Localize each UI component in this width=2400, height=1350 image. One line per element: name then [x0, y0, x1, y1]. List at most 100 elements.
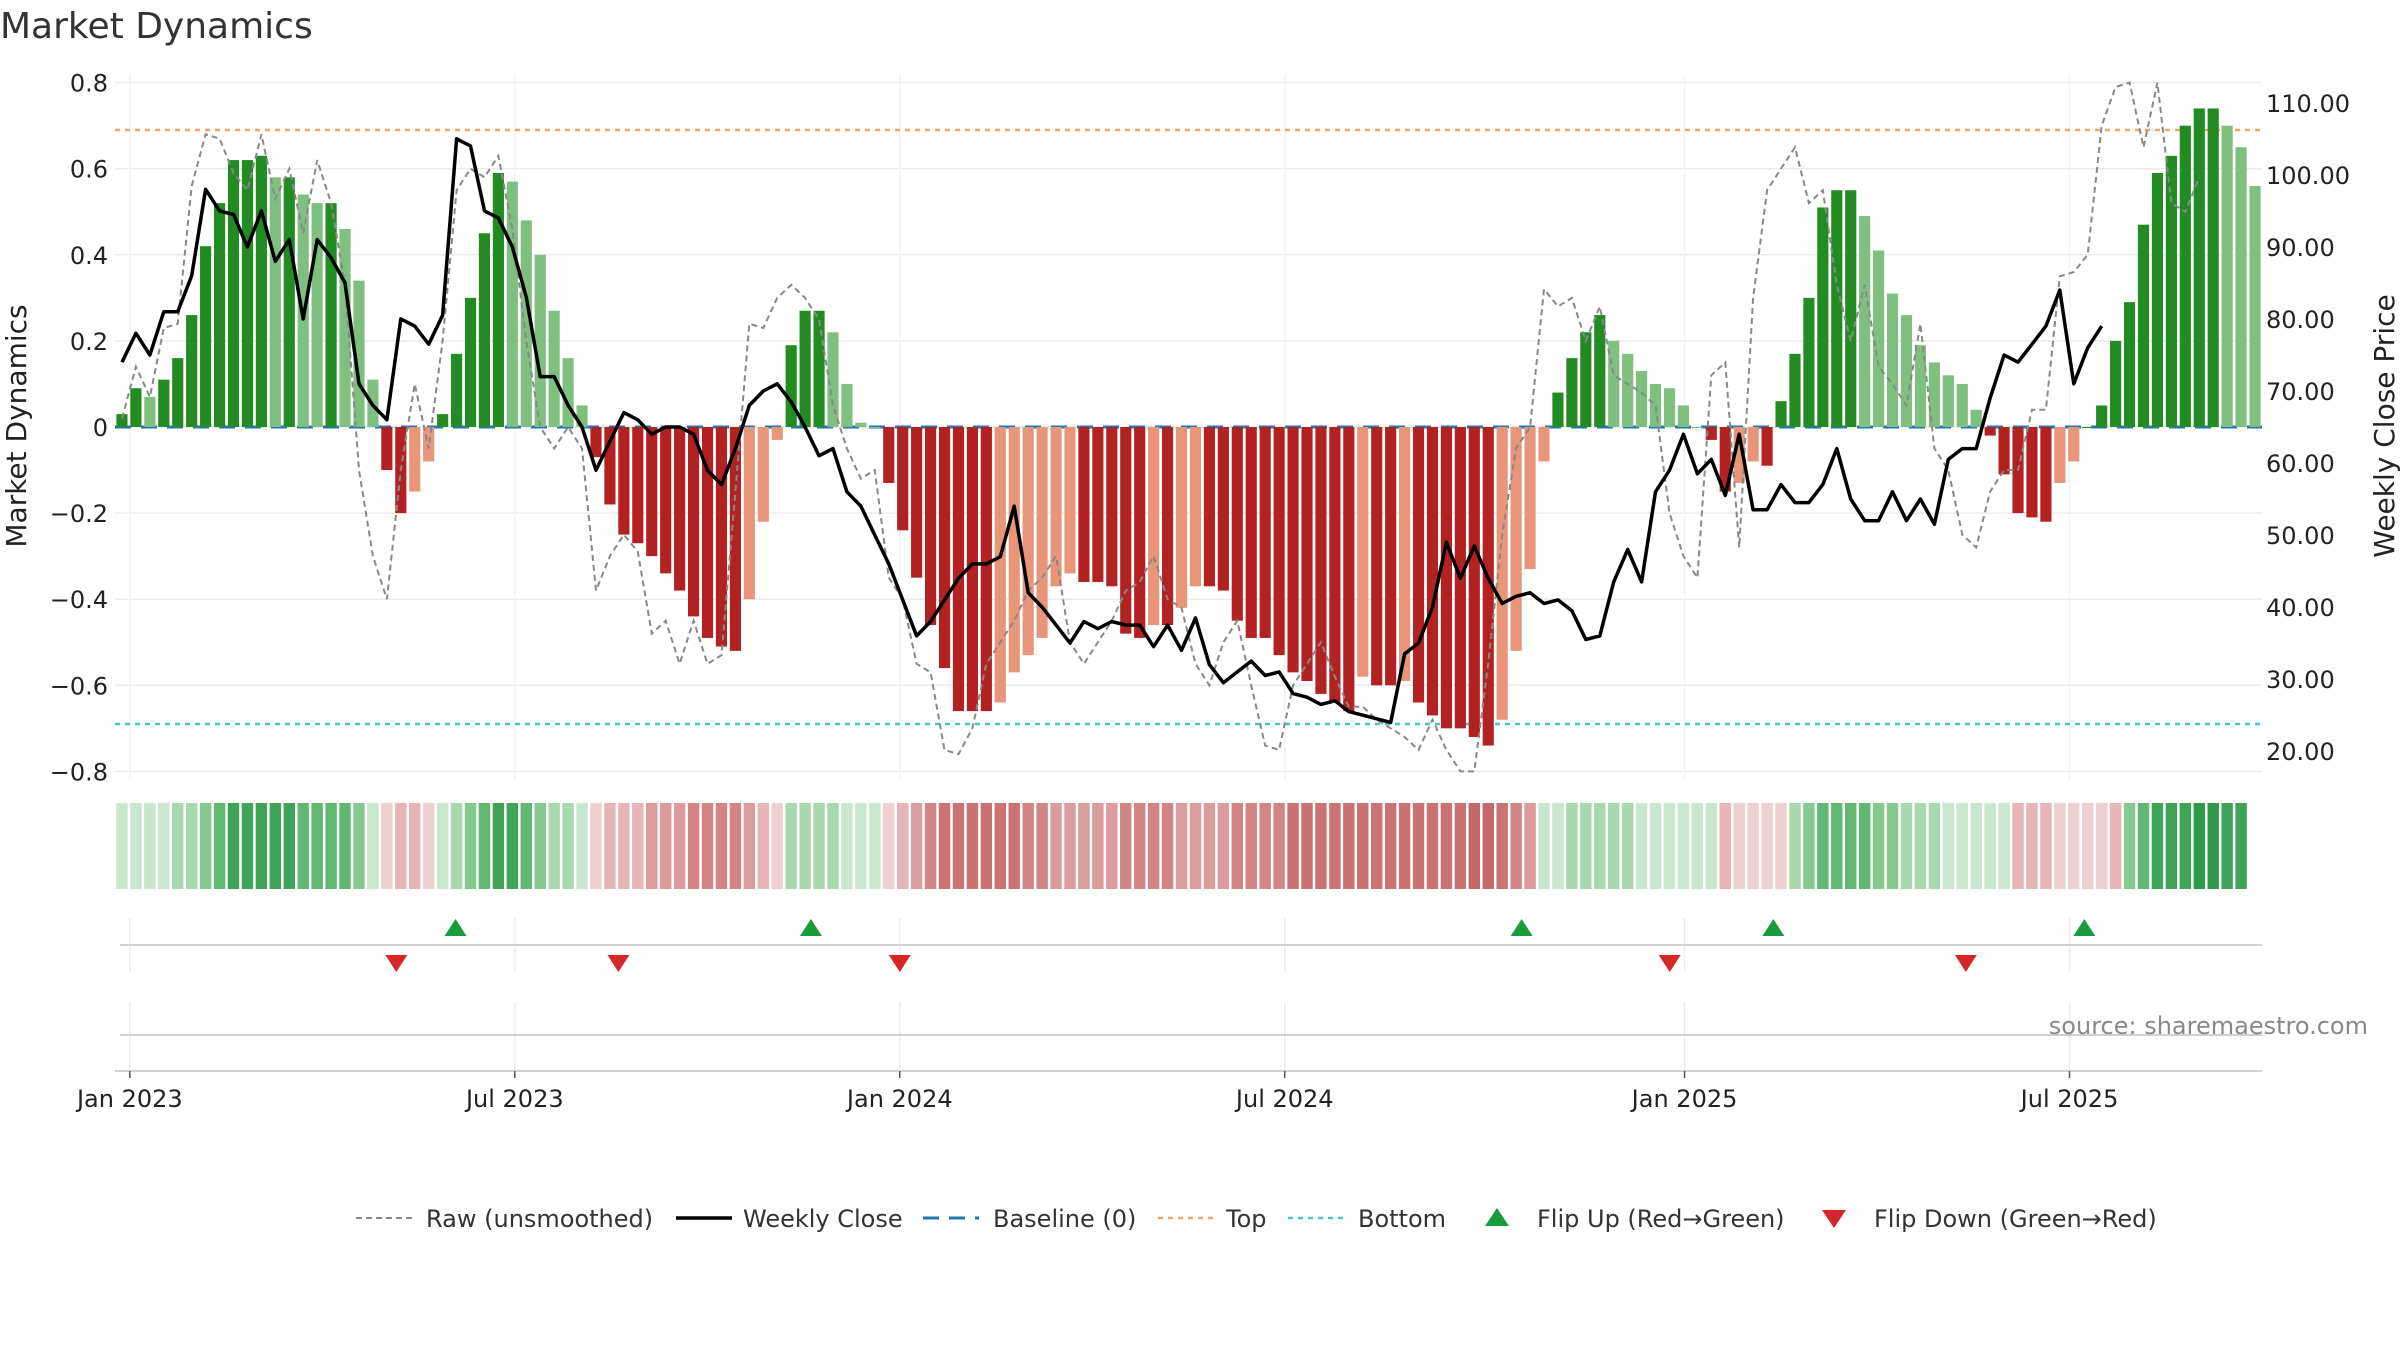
bar-110: [1649, 383, 1662, 427]
bar-86: [1315, 427, 1327, 694]
heat-cell-13: [297, 803, 309, 889]
heat-cell-5: [185, 803, 198, 889]
bar-52: [841, 383, 853, 427]
flip-down-marker-4: [1954, 955, 1977, 972]
heat-cell-77: [1189, 803, 1202, 889]
bar-120: [1789, 353, 1801, 427]
y2-axis-label: Weekly Close Price: [2368, 294, 2400, 557]
y2-tick-label-6: 50.00: [2266, 522, 2335, 550]
heat-cell-48: [785, 803, 797, 889]
heat-cell-12: [283, 803, 295, 889]
bar-100: [1510, 427, 1522, 651]
heat-cell-110: [1649, 803, 1662, 889]
legend: Raw (unsmoothed) Weekly Close Baseline (0)…: [356, 1205, 2157, 1233]
heat-cell-91: [1384, 803, 1397, 889]
bar-6: [200, 246, 212, 427]
bar-149: [2193, 108, 2205, 427]
legend-label-top: Top: [1225, 1205, 1267, 1233]
legend-label-close: Weekly Close: [743, 1205, 903, 1233]
heat-cell-0: [116, 803, 128, 889]
bar-29: [520, 220, 532, 427]
bar-137: [2026, 427, 2038, 518]
legend-swatch-flip-down: [1822, 1210, 1846, 1228]
bar-147: [2165, 155, 2177, 428]
heat-cell-126: [1872, 803, 1885, 889]
flip-up-marker-3: [1762, 919, 1785, 936]
bar-7: [213, 203, 226, 427]
x-tick-label-1: Jul 2023: [464, 1085, 564, 1113]
bar-139: [2054, 427, 2066, 483]
bar-76: [1175, 427, 1188, 608]
heat-cell-15: [325, 803, 337, 889]
bar-39: [660, 427, 672, 574]
close-line: [120, 137, 2104, 725]
y2-tick-label-2: 90.00: [2266, 234, 2335, 262]
heat-cell-80: [1231, 803, 1244, 889]
bar-36: [618, 427, 630, 535]
bar-94: [1426, 427, 1439, 716]
heat-cell-21: [409, 803, 421, 889]
x-tick-label-2: Jan 2024: [845, 1085, 953, 1113]
legend-label-baseline: Baseline (0): [993, 1205, 1136, 1233]
bar-104: [1566, 358, 1578, 427]
bar-116: [1733, 427, 1745, 483]
bar-66: [1036, 427, 1048, 638]
heat-cell-105: [1580, 803, 1592, 889]
heat-cell-108: [1621, 803, 1634, 889]
bar-84: [1287, 427, 1299, 673]
bar-63: [994, 427, 1006, 703]
heat-cell-139: [2054, 803, 2066, 889]
heat-cell-118: [1761, 803, 1773, 889]
heat-cell-31: [548, 803, 560, 889]
heat-cell-113: [1691, 803, 1704, 889]
bar-122: [1817, 207, 1829, 427]
y-axis-ticks: 0.8 0.6 0.4 0.2 0 −0.2 −0.4 −0.6 −0.8: [50, 70, 108, 787]
heat-cell-127: [1886, 803, 1899, 889]
bar-78: [1203, 427, 1215, 587]
bar-41: [687, 427, 700, 617]
bar-60: [952, 427, 965, 712]
bar-26: [478, 233, 491, 427]
heat-cell-129: [1914, 803, 1927, 889]
bar-53: [855, 422, 867, 427]
raw-line: [121, 81, 2201, 773]
bar-143: [2110, 340, 2122, 427]
heat-cell-116: [1733, 803, 1745, 889]
heat-cell-63: [994, 803, 1007, 889]
bar-108: [1622, 353, 1634, 427]
heat-cell-49: [799, 803, 811, 889]
bar-40: [674, 427, 686, 591]
heat-cell-61: [966, 803, 979, 889]
bar-70: [1092, 427, 1104, 582]
heat-cell-138: [2040, 803, 2052, 889]
bottom-panel: [115, 1002, 2262, 1072]
heat-cell-70: [1092, 803, 1104, 889]
bar-50: [813, 310, 825, 427]
y-tick-label-3: 0.2: [70, 328, 108, 356]
bar-148: [2179, 125, 2191, 427]
heat-cell-83: [1273, 803, 1285, 889]
heat-cell-59: [938, 803, 951, 889]
heat-cell-135: [1998, 803, 2010, 889]
heat-cell-119: [1775, 803, 1787, 889]
heat-cell-128: [1900, 803, 1913, 889]
bar-153: [2249, 185, 2261, 427]
close-series: [120, 137, 2104, 725]
heat-cell-29: [520, 803, 532, 889]
heat-cell-136: [2012, 803, 2024, 889]
bar-14: [311, 203, 323, 427]
heat-cell-28: [506, 803, 519, 889]
heat-cell-100: [1510, 803, 1522, 889]
bar-106: [1594, 315, 1606, 427]
heat-cell-95: [1440, 803, 1453, 889]
bar-87: [1329, 427, 1341, 703]
heat-cell-71: [1106, 803, 1118, 889]
heat-cell-10: [255, 803, 268, 889]
bar-151: [2221, 125, 2233, 427]
heat-cell-111: [1663, 803, 1676, 889]
bar-97: [1468, 427, 1480, 737]
bar-44: [729, 427, 741, 651]
bar-34: [590, 427, 602, 458]
heat-cell-84: [1287, 803, 1299, 889]
